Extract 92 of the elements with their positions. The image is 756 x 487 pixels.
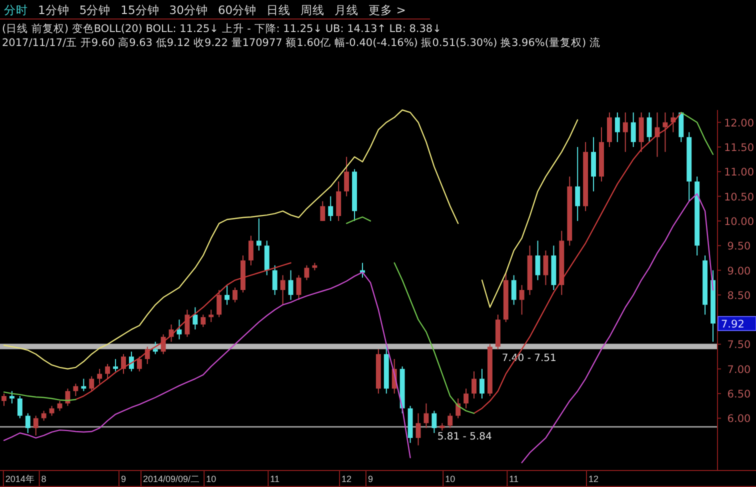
candlestick	[152, 341, 158, 355]
candlestick	[89, 376, 94, 392]
y-tick-label: 12.00	[724, 117, 754, 130]
candlestick	[432, 410, 437, 434]
x-tick-label: 10	[445, 474, 456, 484]
candlestick	[97, 368, 102, 384]
candlestick	[535, 240, 540, 281]
candlestick	[288, 270, 294, 300]
candlestick	[456, 398, 461, 419]
y-tick-label: 7.50	[727, 339, 751, 352]
chart-title: (日线 前复权) 变色BOLL(20) BOLL: 11.25↓ 上升 - 下降: 11.25↓ UB: 14.13↑ LB: 8.38↓	[2, 22, 442, 35]
candlestick	[184, 309, 190, 338]
candlestick	[121, 354, 126, 374]
text: 日线	[266, 3, 291, 17]
candlestick	[9, 390, 14, 404]
candlestick	[224, 284, 230, 306]
text: 60分钟	[218, 3, 257, 17]
candlestick	[65, 388, 70, 406]
candlestick	[304, 264, 310, 281]
candlestick	[105, 363, 110, 380]
text: 15分钟	[120, 3, 160, 17]
candlestick	[630, 112, 636, 148]
candlestick	[614, 112, 620, 143]
candlestick	[192, 306, 198, 330]
candlestick	[2, 393, 6, 406]
text: 分时	[4, 3, 28, 17]
text: 1分钟	[38, 3, 70, 17]
text: 更多 >	[368, 3, 406, 17]
candlestick	[464, 388, 469, 409]
candlestick	[448, 412, 453, 429]
x-tick-label: 12	[588, 474, 599, 484]
text: 7.92	[721, 318, 744, 331]
candlestick	[128, 351, 134, 372]
text: 5分钟	[79, 3, 111, 17]
x-tick-label: 12	[342, 474, 352, 484]
band-label: 5.81 - 5.84	[437, 432, 492, 443]
candlestick	[416, 412, 421, 446]
candlestick	[646, 112, 652, 143]
x-tick-label: 9	[368, 474, 373, 484]
x-tick-label: 11	[270, 474, 280, 484]
candlestick	[57, 400, 62, 412]
candlestick	[17, 396, 22, 419]
candlestick	[25, 412, 30, 434]
candlestick	[328, 196, 334, 222]
y-tick-label: 9.00	[727, 265, 751, 278]
candlestick	[49, 405, 54, 416]
candlestick	[575, 146, 580, 222]
candlestick	[216, 290, 222, 318]
x-tick-label: 10	[206, 474, 216, 484]
x-tick-label: 8	[41, 474, 46, 484]
x-tick-label: 2014/09/09/二	[143, 474, 200, 484]
y-tick-label: 11.00	[724, 166, 754, 179]
text: 月线	[334, 3, 359, 17]
candlestick	[208, 309, 214, 323]
candlestick	[41, 410, 46, 422]
y-tick-label: 8.50	[727, 290, 751, 302]
candlestick	[344, 156, 350, 197]
candlestick	[248, 235, 254, 266]
x-tick-label: 9	[120, 474, 126, 484]
y-tick-label: 7.00	[727, 364, 751, 376]
y-tick-label: 10.00	[724, 216, 754, 228]
x-tick-label: 2014年	[5, 474, 34, 484]
candlestick	[296, 274, 302, 300]
candlestick	[511, 274, 516, 306]
candlestick	[280, 274, 286, 306]
candlestick	[272, 264, 278, 296]
candlestick	[472, 370, 476, 399]
candlestick	[113, 358, 118, 372]
x-tick-label: 11	[509, 474, 519, 484]
candlestick	[176, 319, 182, 340]
candlestick	[424, 402, 429, 429]
candlestick	[33, 415, 38, 436]
candlestick	[256, 218, 262, 252]
text: 30分钟	[169, 3, 208, 17]
candlestick	[81, 378, 86, 392]
candlestick	[480, 368, 484, 399]
text: 周线	[300, 3, 325, 17]
candlestick	[232, 287, 238, 303]
y-tick-label: 6.50	[727, 388, 751, 401]
y-tick-label: 11.50	[724, 142, 754, 154]
candlestick	[200, 314, 206, 328]
candlestick	[662, 112, 668, 152]
y-tick-label: 6.00	[727, 413, 751, 426]
candlestick	[622, 112, 628, 152]
candlestick	[543, 250, 548, 286]
candlestick	[519, 284, 524, 316]
candlestick	[136, 356, 142, 372]
y-tick-label: 10.50	[724, 191, 754, 204]
candlestick	[320, 200, 326, 222]
y-tick-label: 9.50	[727, 240, 751, 253]
chart-subtitle: 2017/11/17/五 开9.60 高9.63 低9.12 收9.22 量170977 额1.60亿 幅-0.40(-4.16%) 振0.51(5.30%) 换3.96%(量复权) 流	[2, 36, 600, 49]
candlestick	[73, 383, 78, 397]
